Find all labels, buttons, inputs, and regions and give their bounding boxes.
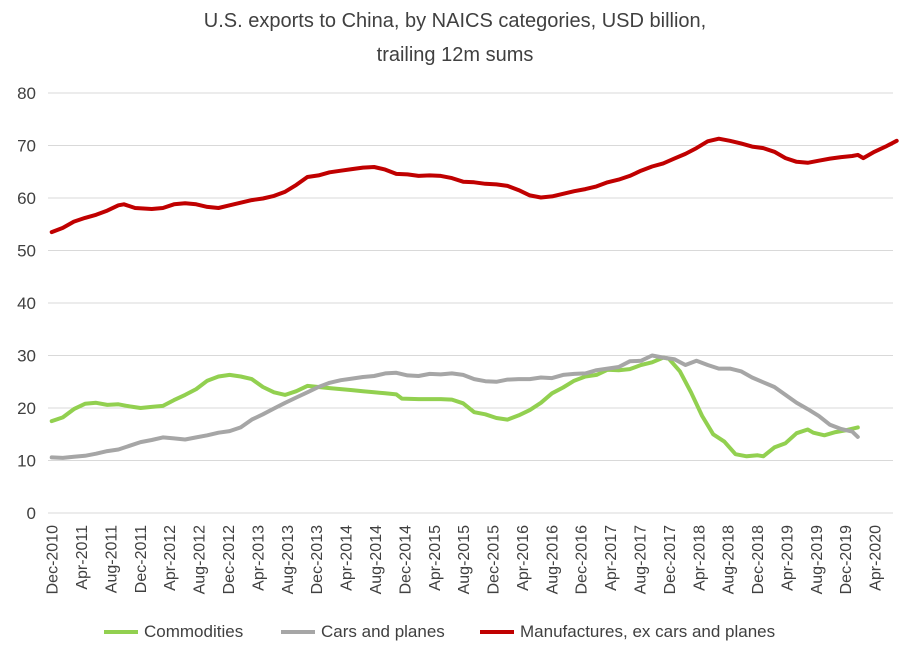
x-tick-label: Dec-2010 [45, 525, 62, 594]
y-tick-label: 30 [17, 347, 36, 366]
y-tick-label: 60 [17, 189, 36, 208]
legend-label-commodities: Commodities [144, 622, 244, 641]
legend-swatch-manufactures [480, 630, 514, 634]
x-tick-label: Dec-2018 [750, 525, 767, 594]
x-tick-label: Apr-2011 [74, 525, 91, 590]
y-tick-label: 50 [17, 242, 36, 261]
y-tick-label: 0 [27, 504, 36, 523]
x-tick-label: Dec-2011 [133, 525, 150, 593]
x-tick-label: Dec-2017 [662, 525, 679, 594]
y-tick-label: 20 [17, 399, 36, 418]
x-tick-label: Dec-2013 [309, 525, 326, 594]
legend-swatch-commodities [104, 630, 138, 634]
x-tick-label: Aug-2016 [544, 525, 561, 594]
legend-swatch-cars-and-planes [281, 630, 315, 634]
legend-label-manufactures: Manufactures, ex cars and planes [520, 622, 776, 641]
x-tick-label: Apr-2020 [868, 525, 885, 591]
y-tick-label: 80 [17, 84, 36, 103]
x-tick-label: Apr-2012 [162, 525, 179, 591]
x-tick-label: Apr-2016 [515, 525, 532, 591]
x-tick-label: Dec-2016 [574, 525, 591, 594]
x-tick-label: Aug-2019 [809, 525, 826, 594]
commodities-line [49, 355, 860, 459]
x-tick-label: Aug-2015 [456, 525, 473, 594]
legend-item-commodities: Commodities [104, 622, 243, 642]
x-tick-label: Aug-2011 [103, 525, 120, 593]
y-tick-label: 40 [17, 294, 36, 313]
x-tick-label: Aug-2013 [280, 525, 297, 594]
x-tick-label: Apr-2015 [427, 525, 444, 591]
x-tick-label: Apr-2013 [250, 525, 267, 591]
x-tick-label: Apr-2017 [603, 525, 620, 591]
chart-subtitle: trailing 12m sums [376, 44, 534, 66]
x-tick-label: Apr-2019 [779, 525, 796, 591]
legend: Commodities Cars and planes Manufactures… [0, 622, 910, 646]
x-tick-label: Aug-2012 [192, 525, 209, 594]
x-tick-label: Dec-2019 [838, 525, 855, 594]
x-tick-label: Aug-2018 [721, 525, 738, 594]
cars-and-planes-line [49, 353, 860, 460]
x-tick-label: Apr-2014 [339, 525, 356, 591]
y-tick-label: 70 [17, 137, 36, 156]
legend-item-manufactures: Manufactures, ex cars and planes [480, 622, 775, 642]
manufactures-line [49, 136, 899, 235]
x-tick-label: Dec-2014 [397, 525, 414, 594]
x-tick-label: Aug-2017 [633, 525, 650, 594]
chart-title: U.S. exports to China, by NAICS categori… [203, 10, 707, 32]
legend-item-cars-and-planes: Cars and planes [281, 622, 445, 642]
x-tick-label: Apr-2018 [691, 525, 708, 591]
y-tick-label: 10 [17, 452, 36, 471]
x-tick-label: Aug-2014 [368, 525, 385, 594]
x-tick-label: Dec-2015 [486, 525, 503, 594]
x-tick-label: Dec-2012 [221, 525, 238, 594]
legend-label-cars-and-planes: Cars and planes [321, 622, 445, 641]
